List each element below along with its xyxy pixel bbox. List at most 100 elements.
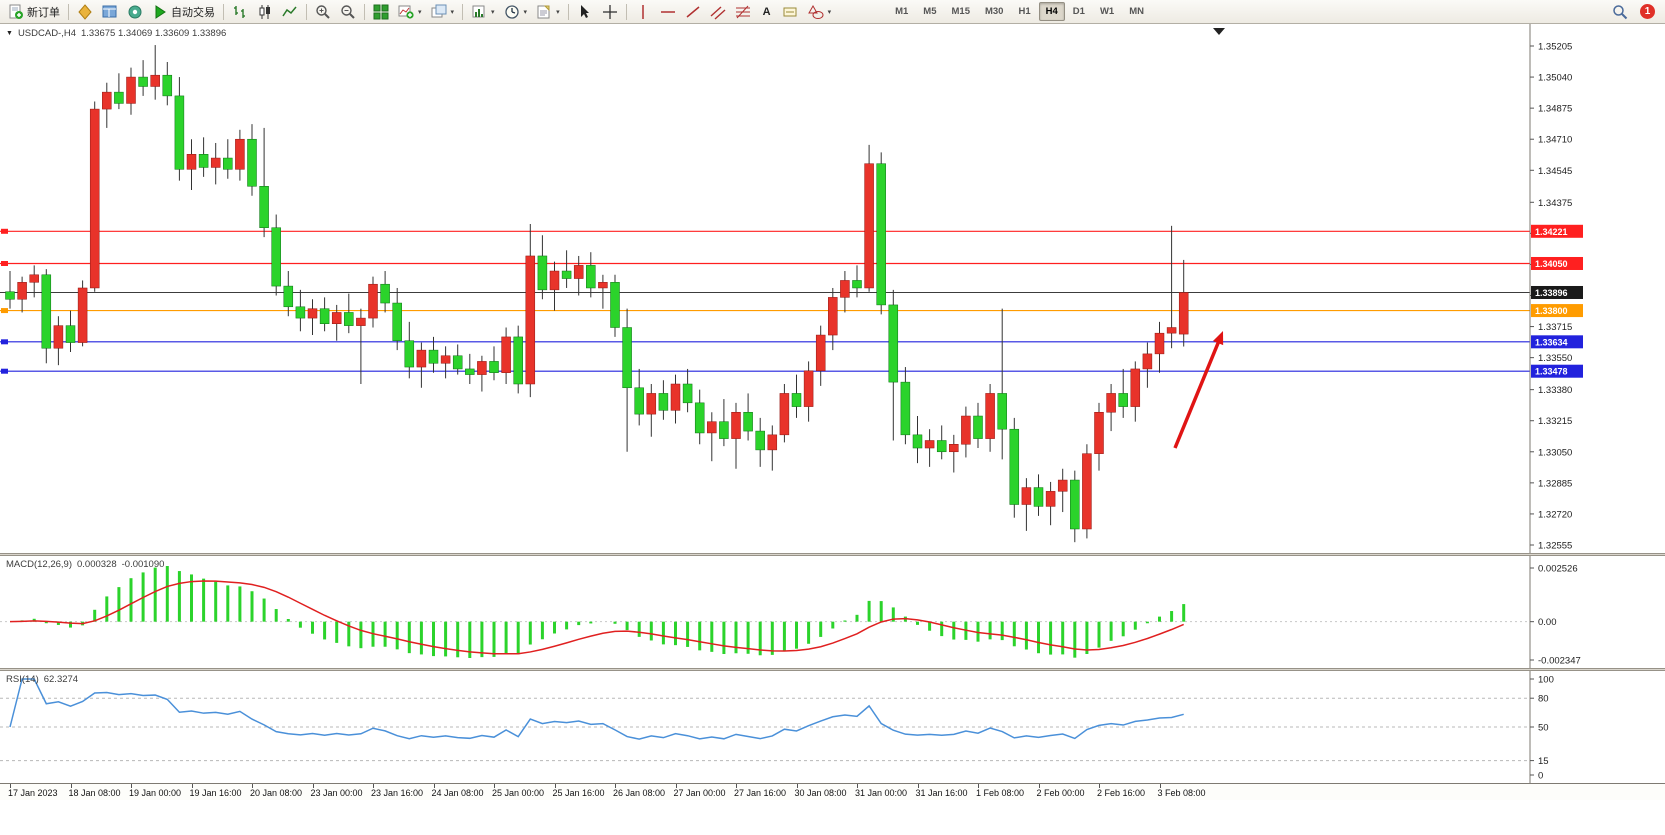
text-tool-button[interactable]: A: [756, 2, 778, 22]
price-axis[interactable]: [1531, 24, 1665, 800]
data-window-button[interactable]: [98, 2, 122, 22]
notification-badge[interactable]: 1: [1640, 4, 1655, 19]
svg-text:1.33478: 1.33478: [1535, 367, 1568, 377]
time-axis-tick: [433, 784, 435, 788]
tile-windows-icon: [373, 4, 389, 20]
periods-button[interactable]: ▾: [500, 2, 532, 22]
time-axis[interactable]: 17 Jan 2023 18 Jan 08:00 19 Jan 00:00 19 Ja…: [0, 783, 1665, 800]
chart-layout-button[interactable]: ▾: [427, 2, 459, 22]
chevron-down-icon: ▾: [491, 8, 495, 16]
svg-text:0.00: 0.00: [1538, 617, 1557, 628]
zoom-in-button[interactable]: [311, 2, 335, 22]
time-axis-label: 26 Jan 08:00: [613, 788, 666, 798]
bars-chart-icon: [232, 4, 248, 20]
search-button[interactable]: [1608, 2, 1632, 22]
timeframe-button-d1[interactable]: D1: [1072, 6, 1085, 17]
time-axis-label: 17 Jan 2023: [8, 788, 58, 798]
new-order-button[interactable]: 新订单: [4, 2, 64, 22]
svg-text:1.32555: 1.32555: [1538, 541, 1572, 552]
svg-text:1.33800: 1.33800: [1535, 306, 1568, 316]
svg-text:1.33896: 1.33896: [1535, 288, 1568, 298]
candles-chart-icon: [257, 4, 273, 20]
trend-arrow: [1173, 331, 1224, 449]
svg-text:1.33550: 1.33550: [1538, 353, 1572, 364]
new-order-icon: [8, 4, 24, 20]
zoom-out-button[interactable]: [336, 2, 360, 22]
symbol-collapse-icon[interactable]: ▼: [6, 30, 13, 37]
time-axis-tick: [252, 784, 253, 788]
toolbar-separator: [306, 3, 307, 20]
indicators-button[interactable]: ▾: [394, 2, 426, 22]
horizontal-line-tool-button[interactable]: [656, 2, 680, 22]
time-axis-label: 1 Feb 08:00: [976, 788, 1025, 798]
templates-button[interactable]: ▾: [532, 2, 564, 22]
timeframe-button-w1[interactable]: W1: [1099, 6, 1115, 17]
svg-text:1.33215: 1.33215: [1538, 416, 1572, 427]
time-axis-label: 27 Jan 16:00: [734, 788, 787, 798]
timeframe-button-m15[interactable]: M15: [951, 6, 970, 17]
autotrade-button[interactable]: 自动交易: [148, 2, 219, 22]
trendline-tool-button[interactable]: [681, 2, 705, 22]
chevron-down-icon: ▾: [827, 8, 832, 16]
vertical-line-tool-button[interactable]: [631, 2, 655, 22]
time-axis-tick: [615, 784, 616, 788]
timeframe-button-h4[interactable]: H4: [1038, 2, 1065, 21]
autotrade-play-icon: [152, 4, 168, 20]
label-tool-button[interactable]: [779, 2, 803, 22]
time-axis-tick: [70, 784, 72, 788]
timeframe-button-m1[interactable]: M1: [895, 6, 909, 17]
time-axis-tick: [131, 784, 132, 788]
rsi-indicator-panel[interactable]: 100 80 50 15 0: [0, 671, 1665, 783]
panel-divider[interactable]: [0, 668, 1665, 671]
template-icon: [536, 4, 552, 20]
rsi-line: [9, 678, 1184, 740]
svg-text:1.33715: 1.33715: [1538, 322, 1572, 333]
market-watch-button[interactable]: [73, 2, 97, 22]
macd-indicator-panel[interactable]: 0.002526 0.00 -0.002347: [0, 556, 1665, 668]
svg-text:1.32720: 1.32720: [1538, 509, 1572, 520]
svg-text:1.35205: 1.35205: [1538, 42, 1572, 53]
main-price-chart[interactable]: 1.35205 1.35040 1.34875 1.34710 1.34545 1.343…: [0, 24, 1665, 553]
time-axis-tick: [796, 784, 798, 788]
new-chart-icon: [471, 4, 487, 20]
candles-chart-button[interactable]: [253, 2, 277, 22]
time-axis-tick: [10, 784, 11, 788]
cursor-button[interactable]: [573, 2, 597, 22]
time-axis-label: 30 Jan 08:00: [794, 788, 847, 798]
rsi-legend: RSI(14) 62.3274: [6, 674, 78, 685]
crosshair-button[interactable]: [598, 2, 622, 22]
fibonacci-tool-button[interactable]: [731, 2, 755, 22]
channel-tool-button[interactable]: [706, 2, 730, 22]
time-axis-label: 24 Jan 08:00: [431, 788, 484, 798]
timeframe-button-h1[interactable]: H1: [1018, 6, 1031, 17]
zoom-in-icon: [315, 4, 331, 20]
timeframe-button-m5[interactable]: M5: [923, 6, 937, 17]
timeframe-button-m30[interactable]: M30: [984, 6, 1004, 17]
horizontal-line-icon: [660, 4, 676, 20]
svg-text:1.34545: 1.34545: [1538, 166, 1572, 177]
new-chart-button[interactable]: ▾: [467, 2, 499, 22]
timeframe-button-mn[interactable]: MN: [1129, 6, 1144, 17]
search-icon: [1612, 4, 1628, 20]
time-axis-tick: [1159, 784, 1161, 788]
time-axis-label: 27 Jan 00:00: [673, 788, 726, 798]
line-chart-icon: [282, 4, 298, 20]
tile-windows-button[interactable]: [369, 2, 393, 22]
zoom-out-icon: [340, 4, 356, 20]
new-order-label: 新订单: [27, 6, 60, 19]
macd-signal-line: [9, 580, 1184, 655]
ohlc-values: 1.33675 1.34069 1.33609 1.33896: [81, 28, 227, 39]
toolbar: 新订单 自动交易: [0, 0, 1665, 24]
panel-divider[interactable]: [0, 553, 1665, 556]
navigator-button[interactable]: [123, 2, 147, 22]
time-axis-tick: [736, 784, 737, 788]
shapes-tool-button[interactable]: ▾: [804, 2, 836, 22]
toolbar-separator: [223, 3, 224, 20]
time-axis-label: 19 Jan 16:00: [189, 788, 242, 798]
autotrade-label: 自动交易: [171, 6, 215, 19]
trendline-icon: [685, 4, 701, 20]
svg-text:50: 50: [1538, 723, 1549, 734]
bars-chart-button[interactable]: [228, 2, 252, 22]
svg-text:1.34375: 1.34375: [1538, 198, 1572, 209]
line-chart-button[interactable]: [278, 2, 302, 22]
